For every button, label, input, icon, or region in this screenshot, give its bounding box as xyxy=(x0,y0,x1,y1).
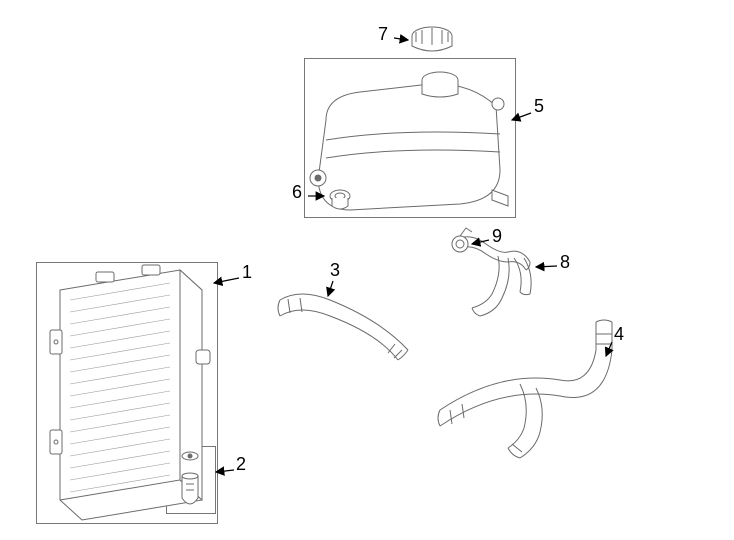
clamp xyxy=(452,228,472,252)
callout-2: 2 xyxy=(236,454,246,475)
parts-artwork xyxy=(0,0,734,540)
callout-8: 8 xyxy=(560,252,570,273)
callout-4: 4 xyxy=(614,324,624,345)
upper-hose xyxy=(278,294,408,360)
callout-6: 6 xyxy=(292,182,302,203)
callout-9: 9 xyxy=(492,226,502,247)
callout-3: 3 xyxy=(330,260,340,281)
callout-1: 1 xyxy=(242,262,252,283)
sensor-plug xyxy=(330,190,350,209)
reservoir xyxy=(310,72,508,210)
cap xyxy=(412,27,452,51)
diagram-stage: { "diagram": { "type": "exploded-parts-d… xyxy=(0,0,734,540)
callout-7: 7 xyxy=(378,24,388,45)
callout-5: 5 xyxy=(534,96,544,117)
lower-hose xyxy=(438,320,612,458)
